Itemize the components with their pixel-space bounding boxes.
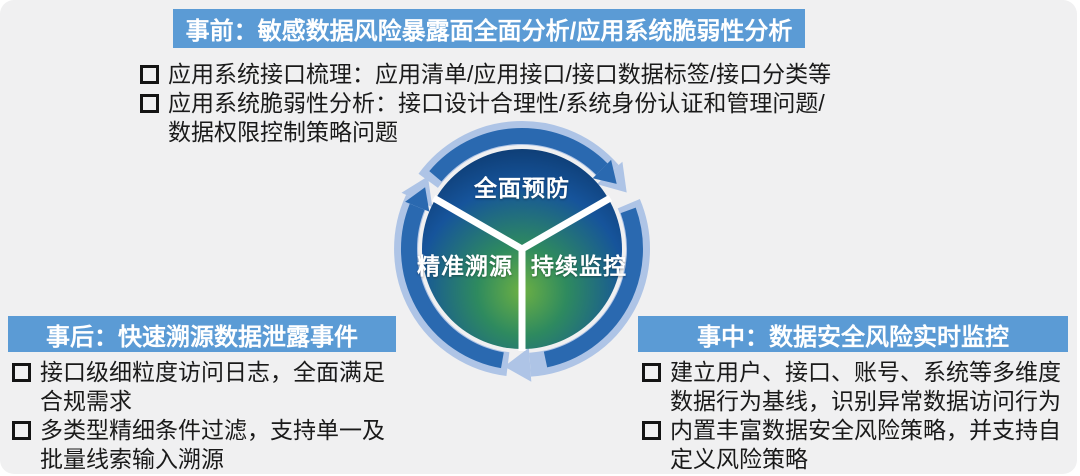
cycle-arrowheads [405,159,617,212]
square-bullet-icon [140,65,159,84]
square-bullet-icon [642,363,661,382]
banner-during-title: 事中：数据安全风险实时监控 [697,323,1009,351]
bullet-text-line: 合规需求 [40,388,132,414]
cycle-arrow-arcs [400,128,643,369]
square-bullet-icon [12,363,31,382]
after-bullet-list: 接口级细粒度访问日志，全面满足 合规需求 多类型精细条件过滤，支持单一及 批量线… [12,358,385,474]
banner-after: 事后：快速溯源数据泄露事件 [8,316,396,352]
bullet-item: 接口级细粒度访问日志，全面满足 合规需求 [12,358,385,416]
bullet-item: 应用系统脆弱性分析：接口设计合理性/系统身份认证和管理问题/ 数据权限控制策略问… [140,89,831,147]
bullet-text-line: 接口级细粒度访问日志，全面满足 [40,359,385,385]
bullet-text-line: 批量线索输入溯源 [40,446,224,472]
cycle-diagram: 全面预防 精准溯源 持续监控 [392,119,652,382]
banner-before: 事前：敏感数据风险暴露面全面分析/应用系统脆弱性分析 [173,9,805,48]
cycle-label-monitoring: 持续监控 [531,253,627,279]
during-bullet-list: 建立用户、接口、账号、系统等多维度 数据行为基线，识别异常数据访问行为 内置丰富… [642,358,1061,474]
bullet-text-line: 定义风险策略 [670,446,808,472]
bullet-text-line: 应用系统接口梳理：应用清单/应用接口/接口数据标签/接口分类等 [168,61,832,87]
cycle-label-traceability: 精准溯源 [417,253,513,279]
banner-before-title: 事前：敏感数据风险暴露面全面分析/应用系统脆弱性分析 [185,18,793,45]
bullet-text-line: 多类型精细条件过滤，支持单一及 [40,417,385,443]
banner-after-title: 事后：快速溯源数据泄露事件 [46,323,358,351]
bullet-text-line: 应用系统脆弱性分析：接口设计合理性/系统身份认证和管理问题/ [168,90,825,116]
bullet-text-line: 内置丰富数据安全风险策略，并支持自 [670,417,1061,443]
cycle-graphic [394,121,650,382]
bullet-text-line: 数据权限控制策略问题 [168,119,398,145]
bullet-text-line: 建立用户、接口、账号、系统等多维度 [670,359,1061,385]
bullet-item: 建立用户、接口、账号、系统等多维度 数据行为基线，识别异常数据访问行为 [642,358,1061,416]
before-bullet-list: 应用系统接口梳理：应用清单/应用接口/接口数据标签/接口分类等 应用系统脆弱性分… [140,60,831,147]
cycle-label-prevention: 全面预防 [474,175,570,201]
pie-divider-lines [431,194,613,351]
banner-during: 事中：数据安全风险实时监控 [638,316,1068,352]
bullet-item: 多类型精细条件过滤，支持单一及 批量线索输入溯源 [12,416,385,474]
square-bullet-icon [12,421,31,440]
bullet-text-line: 数据行为基线，识别异常数据访问行为 [670,388,1061,414]
bullet-item: 应用系统接口梳理：应用清单/应用接口/接口数据标签/接口分类等 [140,60,831,89]
square-bullet-icon [642,421,661,440]
square-bullet-icon [140,94,159,113]
bullet-item: 内置丰富数据安全风险策略，并支持自 定义风险策略 [642,416,1061,474]
